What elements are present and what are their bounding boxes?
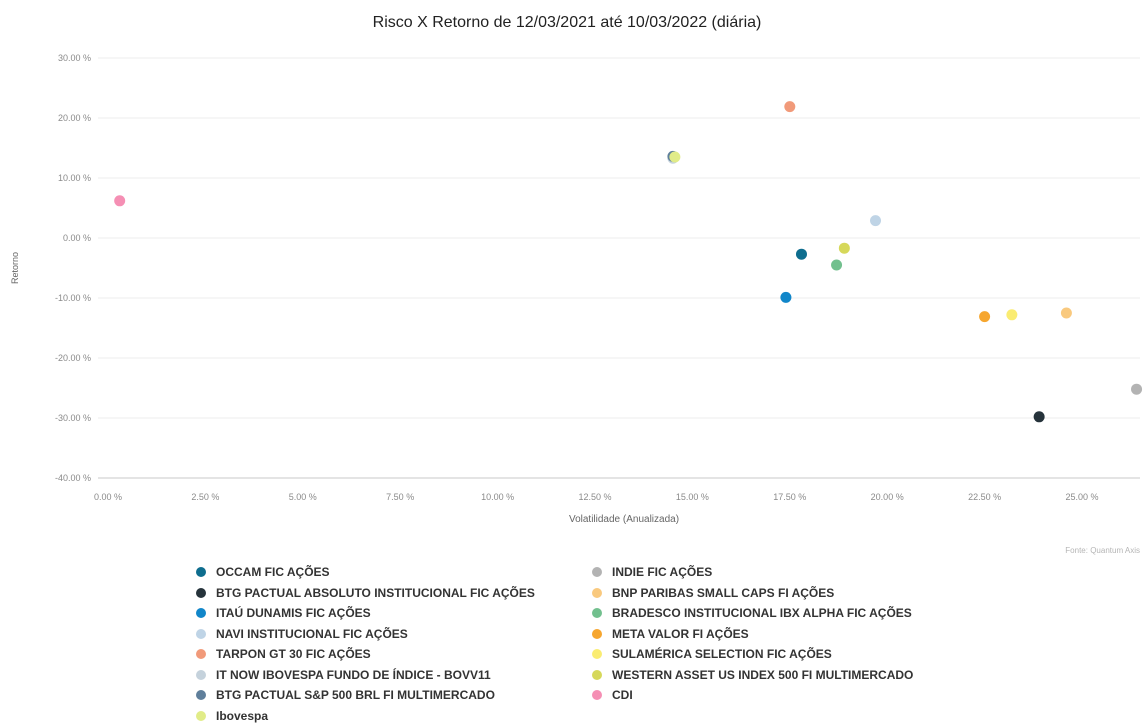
- legend-item[interactable]: SULAMÉRICA SELECTION FIC AÇÕES: [592, 644, 976, 665]
- data-point[interactable]: ITAÚ DUNAMIS FIC AÇÕES: [780, 292, 791, 303]
- y-tick-label: -30.00 %: [55, 413, 91, 423]
- x-tick-label: 17.50 %: [773, 492, 806, 502]
- y-axis-ticks: 30.00 % 20.00 % 10.00 % 0.00 % -10.00 % -20.0…: [55, 53, 91, 483]
- y-axis-label: Retorno: [10, 252, 20, 284]
- source-note: Fonte: Quantum Axis: [1065, 546, 1140, 555]
- y-tick-label: 0.00 %: [63, 233, 91, 243]
- x-tick-label: 25.00 %: [1065, 492, 1098, 502]
- legend-label: BTG PACTUAL ABSOLUTO INSTITUCIONAL FIC A…: [216, 586, 535, 600]
- chart-title: Risco X Retorno de 12/03/2021 até 10/03/…: [373, 14, 762, 31]
- legend-label: CDI: [612, 688, 633, 702]
- y-tick-label: 10.00 %: [58, 173, 91, 183]
- y-tick-label: 30.00 %: [58, 53, 91, 63]
- legend-label: WESTERN ASSET US INDEX 500 FI MULTIMERCA…: [612, 668, 913, 682]
- legend-label: NAVI INSTITUCIONAL FIC AÇÕES: [216, 627, 408, 641]
- data-point[interactable]: Ibovespa: [669, 152, 680, 163]
- legend-label: INDIE FIC AÇÕES: [612, 565, 712, 579]
- data-point[interactable]: BTG PACTUAL ABSOLUTO INSTITUCIONAL FIC A…: [1034, 411, 1045, 422]
- data-point[interactable]: OCCAM FIC AÇÕES: [796, 249, 807, 260]
- legend-marker: [592, 629, 602, 639]
- legend-label: BNP PARIBAS SMALL CAPS FI AÇÕES: [612, 586, 834, 600]
- legend-item[interactable]: INDIE FIC AÇÕES: [592, 562, 976, 583]
- legend-item[interactable]: OCCAM FIC AÇÕES: [196, 562, 592, 583]
- x-tick-label: 15.00 %: [676, 492, 709, 502]
- legend-label: TARPON GT 30 FIC AÇÕES: [216, 647, 371, 661]
- legend-label: META VALOR FI AÇÕES: [612, 627, 749, 641]
- legend-label: Ibovespa: [216, 709, 268, 723]
- legend-marker: [196, 588, 206, 598]
- legend-item[interactable]: META VALOR FI AÇÕES: [592, 624, 976, 645]
- x-axis-label: Volatilidade (Anualizada): [569, 514, 679, 525]
- legend-marker: [592, 608, 602, 618]
- legend-marker: [592, 670, 602, 680]
- legend-item[interactable]: NAVI INSTITUCIONAL FIC AÇÕES: [196, 624, 592, 645]
- legend-item[interactable]: TARPON GT 30 FIC AÇÕES: [196, 644, 592, 665]
- legend-label: OCCAM FIC AÇÕES: [216, 565, 330, 579]
- legend-marker: [196, 711, 206, 721]
- data-point[interactable]: TARPON GT 30 FIC AÇÕES: [784, 101, 795, 112]
- data-point[interactable]: NAVI INSTITUCIONAL FIC AÇÕES: [870, 215, 881, 226]
- y-tick-label: -40.00 %: [55, 473, 91, 483]
- legend-label: BRADESCO INSTITUCIONAL IBX ALPHA FIC AÇÕ…: [612, 606, 912, 620]
- legend-item[interactable]: ITAÚ DUNAMIS FIC AÇÕES: [196, 603, 592, 624]
- legend-marker: [196, 629, 206, 639]
- data-point[interactable]: INDIE FIC AÇÕES: [1131, 384, 1142, 395]
- data-point[interactable]: SULAMÉRICA SELECTION FIC AÇÕES: [1006, 309, 1017, 320]
- legend-marker: [196, 690, 206, 700]
- legend-item[interactable]: BRADESCO INSTITUCIONAL IBX ALPHA FIC AÇÕ…: [592, 603, 976, 624]
- y-tick-label: -10.00 %: [55, 293, 91, 303]
- legend-item[interactable]: WESTERN ASSET US INDEX 500 FI MULTIMERCA…: [592, 665, 976, 686]
- legend-item[interactable]: BTG PACTUAL S&P 500 BRL FI MULTIMERCADO: [196, 685, 592, 706]
- x-tick-label: 5.00 %: [289, 492, 317, 502]
- legend-marker: [196, 608, 206, 618]
- legend-marker: [196, 670, 206, 680]
- data-point[interactable]: WESTERN ASSET US INDEX 500 FI MULTIMERCA…: [839, 243, 850, 254]
- x-tick-label: 20.00 %: [871, 492, 904, 502]
- data-point[interactable]: BRADESCO INSTITUCIONAL IBX ALPHA FIC AÇÕ…: [831, 260, 842, 271]
- legend-item[interactable]: BNP PARIBAS SMALL CAPS FI AÇÕES: [592, 583, 976, 604]
- data-points: OCCAM FIC AÇÕES BTG PACTUAL ABSOLUTO INST…: [114, 101, 1142, 422]
- legend-label: ITAÚ DUNAMIS FIC AÇÕES: [216, 606, 371, 620]
- legend-marker: [592, 567, 602, 577]
- grid: [98, 58, 1140, 418]
- legend: OCCAM FIC AÇÕES BTG PACTUAL ABSOLUTO INST…: [196, 562, 976, 726]
- x-tick-label: 22.50 %: [968, 492, 1001, 502]
- x-tick-label: 7.50 %: [386, 492, 414, 502]
- y-tick-label: -20.00 %: [55, 353, 91, 363]
- x-tick-label: 2.50 %: [191, 492, 219, 502]
- legend-item[interactable]: Ibovespa: [196, 706, 592, 726]
- x-tick-label: 10.00 %: [481, 492, 514, 502]
- x-axis-ticks: 0.00 % 2.50 % 5.00 % 7.50 % 10.00 % 12.50 % 15…: [94, 492, 1099, 502]
- data-point[interactable]: BNP PARIBAS SMALL CAPS FI AÇÕES: [1061, 308, 1072, 319]
- x-tick-label: 12.50 %: [578, 492, 611, 502]
- legend-marker: [196, 567, 206, 577]
- legend-item[interactable]: BTG PACTUAL ABSOLUTO INSTITUCIONAL FIC A…: [196, 583, 592, 604]
- legend-marker: [592, 588, 602, 598]
- x-tick-label: 0.00 %: [94, 492, 122, 502]
- legend-label: SULAMÉRICA SELECTION FIC AÇÕES: [612, 647, 832, 661]
- legend-label: IT NOW IBOVESPA FUNDO DE ÍNDICE - BOVV11: [216, 668, 491, 682]
- y-tick-label: 20.00 %: [58, 113, 91, 123]
- legend-marker: [592, 690, 602, 700]
- legend-item[interactable]: IT NOW IBOVESPA FUNDO DE ÍNDICE - BOVV11: [196, 665, 592, 686]
- legend-label: BTG PACTUAL S&P 500 BRL FI MULTIMERCADO: [216, 688, 495, 702]
- legend-marker: [592, 649, 602, 659]
- data-point[interactable]: META VALOR FI AÇÕES: [979, 311, 990, 322]
- legend-item[interactable]: CDI: [592, 685, 976, 706]
- data-point[interactable]: CDI: [114, 195, 125, 206]
- legend-marker: [196, 649, 206, 659]
